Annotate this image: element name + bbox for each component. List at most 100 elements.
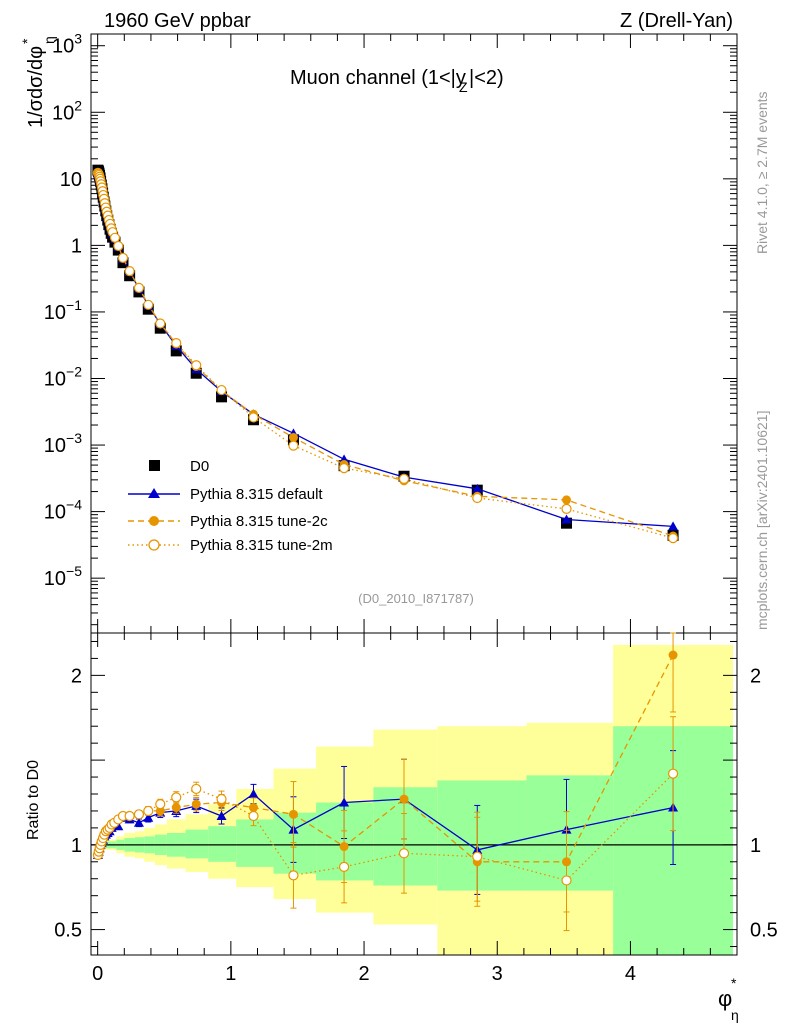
y-tick-label: 1 [71, 835, 82, 857]
ratio-point-tune-2m [216, 793, 227, 805]
ratio-point-tune-2m [472, 851, 483, 862]
data-point-tune-2m [143, 299, 154, 310]
ratio-point-tune-2m [561, 875, 572, 886]
y-tick-label: 0.5 [54, 920, 82, 942]
x-tick-label: 3 [492, 963, 503, 985]
ratio-point-default [133, 817, 144, 827]
main-data [92, 164, 679, 544]
y-tick-label: 102 [52, 97, 82, 124]
x-tick-label: 1 [225, 963, 236, 985]
side-label-top: Rivet 4.1.0, ≥ 2.7M events [754, 91, 770, 254]
svg-text:η: η [41, 36, 57, 44]
data-point-d0 [216, 391, 228, 403]
legend: D0 Pythia 8.315 default Pythia 8.315 tun… [128, 458, 333, 554]
stat-uncertainty-band [236, 819, 274, 867]
y-tick-label: 10 [60, 169, 82, 191]
ratio-point-tune-2c [399, 794, 409, 804]
ratio-point-tune-2m [143, 805, 154, 817]
data-point-d0 [170, 345, 182, 357]
ratio-point-tune-2c [668, 650, 678, 660]
ratio-y-label: Ratio to D0 [25, 760, 42, 840]
ratio-bands [97, 644, 734, 955]
ratio-point-default [248, 789, 259, 798]
legend-label-tune-2c: Pythia 8.315 tune-2c [190, 513, 328, 530]
y-tick-label: 10−3 [44, 430, 82, 457]
ratio-point-tune-2m [171, 792, 182, 803]
svg-text:*: * [731, 975, 737, 991]
data-point-d0 [190, 367, 202, 379]
stat-uncertainty-band [208, 826, 237, 862]
legend-label-tune-2m: Pythia 8.315 tune-2m [190, 537, 333, 554]
y-tick-label: 1 [71, 235, 82, 257]
svg-text:|<2): |<2) [469, 67, 504, 89]
data-point-tune-2m [561, 503, 572, 514]
legend-marker-default [148, 488, 160, 498]
data-point-tune-2m [191, 360, 202, 371]
data-point-tune-2m [338, 463, 350, 474]
ratio-point-tune-2c [171, 803, 181, 813]
x-tick-label: 2 [358, 963, 369, 985]
main-frame [90, 33, 738, 634]
data-point-tune-2m [124, 266, 135, 277]
ratio-point-tune-2m [288, 870, 299, 881]
x-tick-label: 0 [92, 963, 103, 985]
y-tick-label: 10−4 [44, 497, 82, 524]
stat-uncertainty-band [437, 780, 527, 891]
plot-title: Muon channel (1<|y Z |<2) [290, 67, 504, 95]
data-point-tune-2m [216, 384, 227, 396]
svg-text:Muon channel (1<|y: Muon channel (1<|y [290, 67, 466, 89]
svg-text:Z: Z [459, 79, 468, 95]
stat-uncertainty-band [185, 829, 209, 859]
legend-marker-d0 [149, 460, 160, 471]
ratio-point-default [216, 811, 227, 821]
ratio-data [92, 632, 679, 932]
svg-text:1/σdσ/dφ: 1/σdσ/dφ [25, 46, 47, 128]
ratio-point-default [143, 812, 154, 822]
data-point-tune-2m [248, 412, 259, 423]
svg-text:φ: φ [718, 986, 732, 1011]
y-tick-label-right: 0.5 [750, 920, 778, 942]
data-point-tune-2m [113, 240, 124, 252]
legend-marker-tune-2m [148, 539, 160, 551]
legend-marker-tune-2c [149, 516, 159, 526]
side-label-bottom: mcplots.cern.ch [arXiv:2401.10621] [754, 411, 770, 630]
data-point-default [561, 514, 572, 524]
ratio-panel [90, 632, 738, 956]
stat-uncertainty-band [373, 787, 438, 886]
svg-text:*: * [19, 38, 35, 44]
data-point-tune-2c [288, 432, 298, 442]
x-tick-label: 4 [625, 963, 636, 985]
ratio-point-tune-2m [248, 810, 259, 822]
main-panel [90, 33, 738, 634]
header-left: 1960 GeV ppbar [104, 10, 251, 32]
y-axis-label: 1/σdσ/dφ η * [19, 36, 57, 128]
y-tick-label-right: 2 [750, 665, 761, 687]
data-point-tune-2m [667, 532, 679, 544]
ratio-point-tune-2c [191, 799, 201, 809]
data-point-tune-2m [155, 318, 166, 329]
ratio-point-tune-2m [338, 861, 350, 872]
data-point-tune-2m [398, 473, 410, 485]
x-axis-label: φ * η [718, 975, 739, 1023]
main-axes: 10−5 10−4 10−3 10−2 10−1 1 10 102 103 [44, 31, 737, 633]
svg-text:η: η [731, 1007, 739, 1023]
data-point-tune-2m [133, 282, 145, 293]
ratio-point-default [339, 797, 350, 807]
legend-label-d0: D0 [190, 458, 209, 475]
data-point-tune-2m [472, 492, 483, 504]
legend-label-default: Pythia 8.315 default [190, 486, 323, 503]
ratio-point-tune-2m [667, 768, 679, 779]
ratio-point-tune-2m [133, 809, 145, 820]
data-point-default [472, 483, 483, 493]
y-tick-label-right: 1 [750, 835, 761, 857]
data-point-tune-2m [171, 338, 182, 349]
ratio-point-tune-2m [398, 848, 410, 859]
ratio-point-tune-2c [288, 809, 298, 819]
series-line-1 [97, 172, 674, 528]
analysis-watermark: (D0_2010_I871787) [358, 591, 474, 606]
y-tick-label: 10−2 [44, 363, 82, 390]
y-tick-label: 10−5 [44, 563, 82, 590]
stat-uncertainty-band [273, 812, 317, 874]
ratio-point-tune-2m [155, 799, 166, 810]
